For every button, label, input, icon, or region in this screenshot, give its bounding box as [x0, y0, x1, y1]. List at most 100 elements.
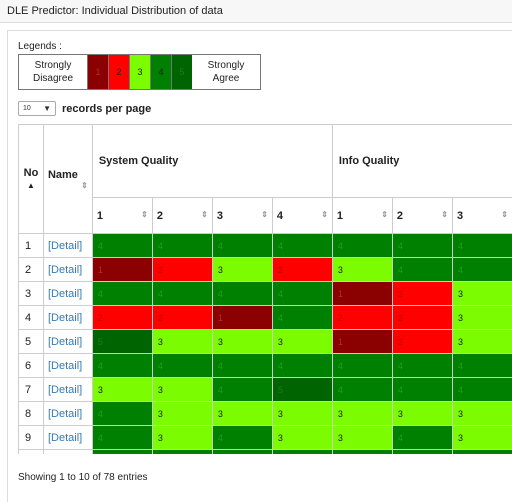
column-header-item-label: 1 — [97, 210, 103, 222]
score-cell: 3 — [452, 426, 512, 450]
row-number: 10 — [19, 450, 44, 455]
score-cell: 2 — [392, 282, 452, 306]
score-cell: 3 — [332, 402, 392, 426]
detail-link[interactable]: [Detail] — [43, 282, 92, 306]
column-header-name[interactable]: Name ⇕ — [43, 125, 92, 234]
detail-link[interactable]: [Detail] — [43, 330, 92, 354]
score-cell: 4 — [152, 354, 212, 378]
score-cell: 3 — [152, 330, 212, 354]
score-cell: 3 — [272, 330, 332, 354]
score-cell: 4 — [92, 402, 152, 426]
score-cell: 4 — [452, 234, 512, 258]
score-cell: 3 — [92, 378, 152, 402]
page-title: DLE Predictor: Individual Distribution o… — [0, 0, 512, 23]
row-number: 5 — [19, 330, 44, 354]
data-table-wrapper: No ▲ Name ⇕ System Quality Info Quality … — [18, 124, 512, 454]
sort-icon: ⇕ — [141, 210, 148, 219]
chevron-down-icon: ▼ — [43, 104, 51, 113]
score-cell: 4 — [212, 450, 272, 455]
records-per-page-select[interactable]: 10 ▼ — [18, 101, 56, 116]
score-cell: 2 — [152, 306, 212, 330]
legend-swatch-2: 2 — [108, 55, 129, 89]
column-header-no[interactable]: No ▲ — [19, 125, 44, 234]
score-cell: 1 — [92, 258, 152, 282]
sort-icon: ⇕ — [261, 210, 268, 219]
score-cell: 4 — [92, 354, 152, 378]
legend-right-line1: Strongly — [208, 60, 245, 71]
score-cell: 2 — [392, 330, 452, 354]
detail-link[interactable]: [Detail] — [43, 402, 92, 426]
score-cell: 4 — [452, 258, 512, 282]
legend-left-line2: Disagree — [33, 73, 73, 84]
group-header-system-quality: System Quality — [92, 125, 332, 198]
score-cell: 1 — [332, 282, 392, 306]
score-cell: 4 — [392, 354, 452, 378]
records-per-page-value: 10 — [23, 105, 31, 112]
score-cell: 3 — [332, 426, 392, 450]
sort-icon: ⇕ — [441, 210, 448, 219]
detail-link[interactable]: [Detail] — [43, 258, 92, 282]
legend-left-line1: Strongly — [35, 60, 72, 71]
detail-link[interactable]: [Detail] — [43, 234, 92, 258]
score-cell: 4 — [392, 234, 452, 258]
column-header-item-4[interactable]: 4⇕ — [272, 198, 332, 234]
column-header-item-label: 1 — [337, 210, 343, 222]
column-header-item-label: 3 — [457, 210, 463, 222]
score-cell: 4 — [272, 282, 332, 306]
score-cell: 4 — [392, 426, 452, 450]
column-header-item-3[interactable]: 3⇕ — [212, 198, 272, 234]
column-header-item-7[interactable]: 3⇕ — [452, 198, 512, 234]
detail-link[interactable]: [Detail] — [43, 354, 92, 378]
legend-swatch-5: 5 — [171, 55, 192, 89]
row-number: 9 — [19, 426, 44, 450]
row-number: 8 — [19, 402, 44, 426]
detail-link[interactable]: [Detail] — [43, 378, 92, 402]
detail-link[interactable]: [Detail] — [43, 426, 92, 450]
legend-right-line2: Agree — [213, 73, 240, 84]
records-per-page-label: records per page — [62, 103, 151, 115]
detail-link[interactable]: [Detail] — [43, 306, 92, 330]
column-header-item-label: 3 — [217, 210, 223, 222]
sort-icon: ⇕ — [381, 210, 388, 219]
table-info: Showing 1 to 10 of 78 entries — [18, 472, 148, 483]
score-cell: 4 — [272, 450, 332, 455]
column-header-item-5[interactable]: 1⇕ — [332, 198, 392, 234]
score-cell: 3 — [272, 402, 332, 426]
score-cell: 1 — [332, 330, 392, 354]
data-table: No ▲ Name ⇕ System Quality Info Quality … — [18, 124, 512, 454]
score-cell: 2 — [392, 306, 452, 330]
score-cell: 3 — [212, 330, 272, 354]
score-cell: 4 — [272, 354, 332, 378]
score-cell: 5 — [272, 378, 332, 402]
score-cell: 2 — [152, 258, 212, 282]
score-cell: 4 — [212, 234, 272, 258]
score-cell: 3 — [332, 258, 392, 282]
score-cell: 4 — [212, 426, 272, 450]
sort-icon: ⇕ — [501, 210, 508, 219]
score-cell: 2 — [272, 258, 332, 282]
score-cell: 4 — [212, 354, 272, 378]
row-number: 6 — [19, 354, 44, 378]
row-number: 4 — [19, 306, 44, 330]
detail-link[interactable]: [Detail] — [43, 450, 92, 455]
score-cell: 4 — [392, 258, 452, 282]
column-header-item-1[interactable]: 1⇕ — [92, 198, 152, 234]
score-cell: 3 — [452, 282, 512, 306]
score-cell: 3 — [452, 330, 512, 354]
column-header-item-2[interactable]: 2⇕ — [152, 198, 212, 234]
sort-icon: ⇕ — [201, 210, 208, 219]
column-header-item-label: 2 — [397, 210, 403, 222]
score-cell: 3 — [452, 306, 512, 330]
score-cell: 3 — [392, 402, 452, 426]
score-cell: 1 — [212, 306, 272, 330]
group-header-info-quality: Info Quality — [332, 125, 512, 198]
row-number: 7 — [19, 378, 44, 402]
column-header-item-6[interactable]: 2⇕ — [392, 198, 452, 234]
